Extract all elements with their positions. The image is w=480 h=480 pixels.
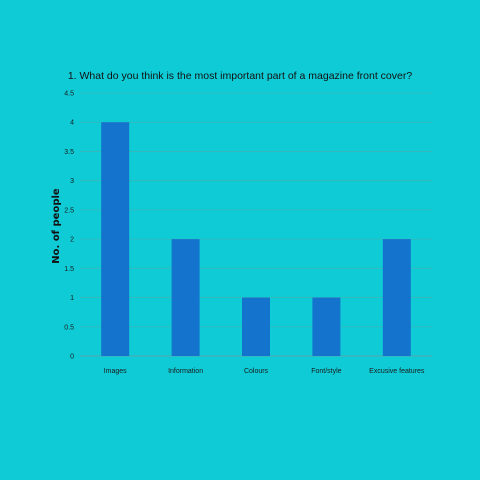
y-tick-label: 0.5 bbox=[64, 324, 74, 331]
x-category-label: Information bbox=[168, 368, 203, 375]
chart-title: 1. What do you think is the most importa… bbox=[68, 70, 412, 82]
y-tick-label: 0 bbox=[70, 354, 74, 361]
x-category-label: Font/style bbox=[311, 368, 341, 375]
y-tick-label: 1.5 bbox=[64, 266, 74, 273]
x-category-label: Images bbox=[104, 368, 127, 375]
y-tick-label: 3 bbox=[70, 178, 74, 185]
bar-images bbox=[101, 122, 130, 356]
y-tick-label: 1 bbox=[70, 295, 74, 302]
y-tick-label: 2 bbox=[70, 237, 74, 244]
bar-font-style bbox=[312, 297, 341, 356]
y-axis-tick-labels: 0 0.5 1 1.5 2 2.5 3 3.5 4 4.5 bbox=[64, 91, 74, 361]
bar-excusive-features bbox=[382, 239, 411, 356]
x-category-label: Colours bbox=[244, 368, 269, 375]
x-category-label: Excusive features bbox=[369, 368, 425, 375]
x-axis-category-labels: Images Information Colours Font/style Excusi… bbox=[104, 368, 425, 375]
bar-colours bbox=[242, 297, 270, 356]
bars bbox=[101, 122, 411, 356]
y-tick-label: 4.5 bbox=[64, 91, 74, 98]
y-tick-label: 3.5 bbox=[64, 149, 74, 156]
bar-information bbox=[171, 239, 200, 356]
y-tick-label: 4 bbox=[70, 120, 74, 127]
y-tick-label: 2.5 bbox=[64, 207, 74, 214]
y-axis-title: No. of people bbox=[51, 188, 62, 264]
